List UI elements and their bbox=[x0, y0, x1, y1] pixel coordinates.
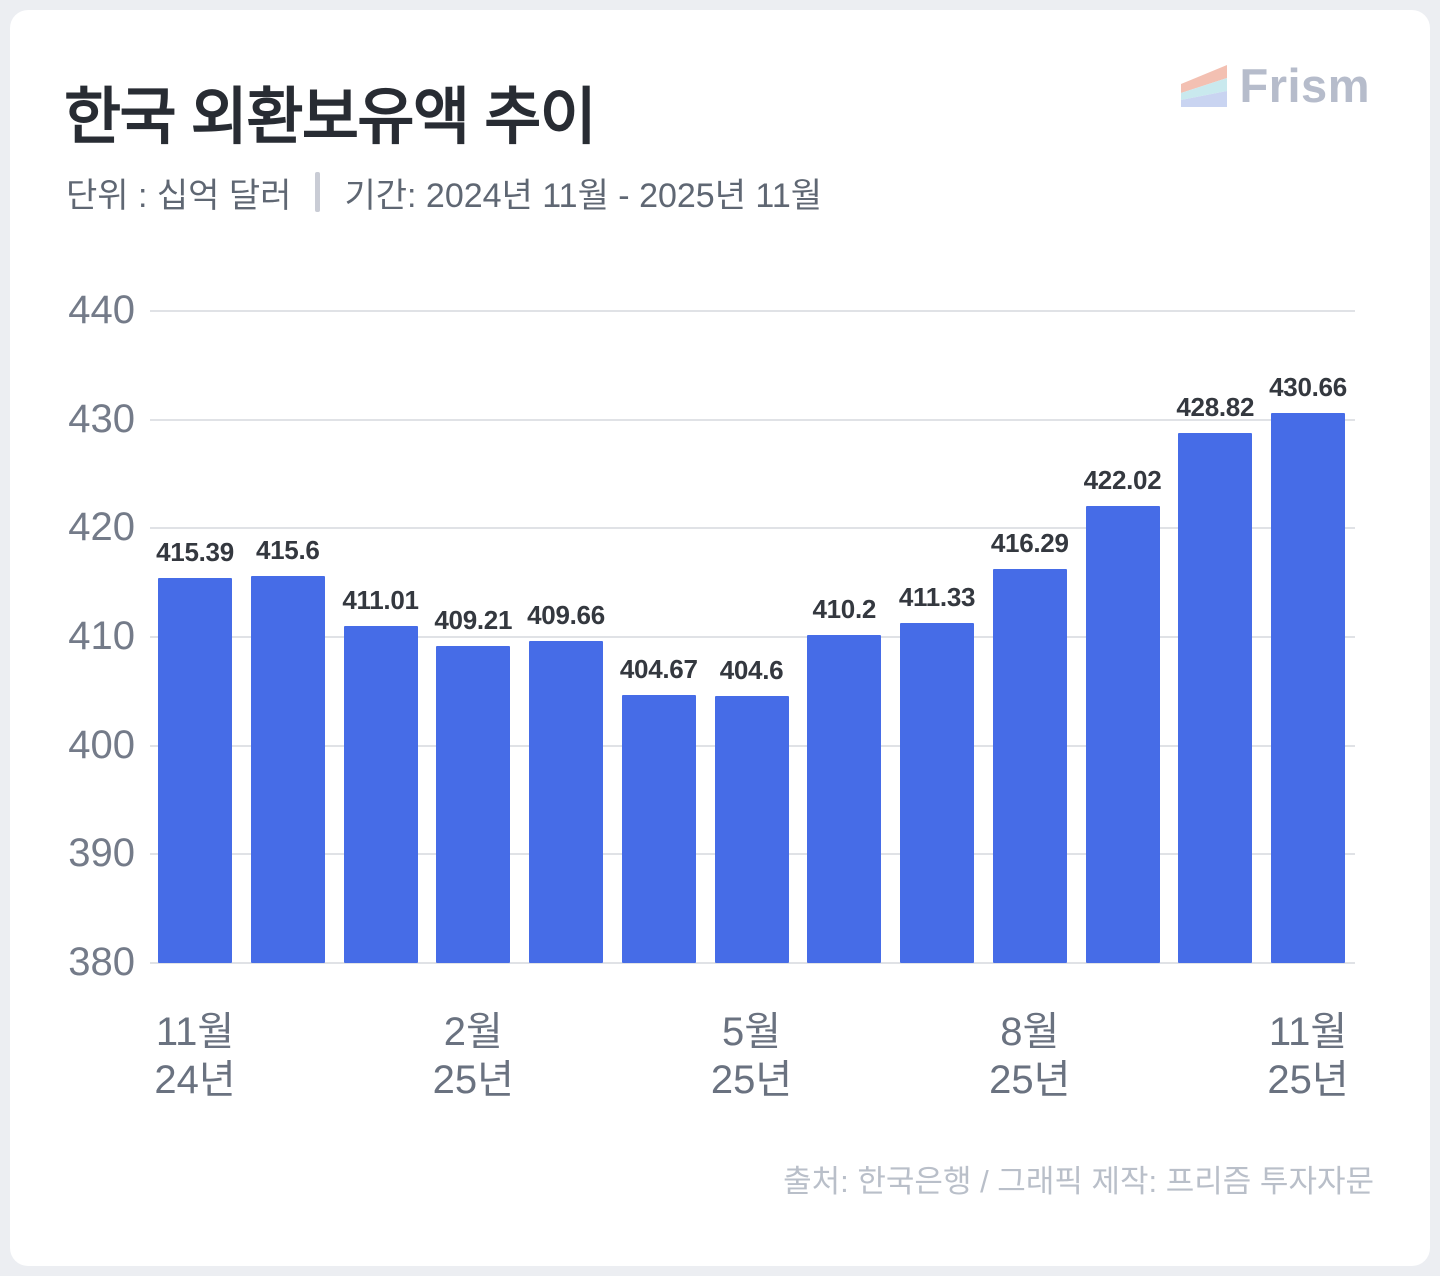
bar-value-label: 415.39 bbox=[156, 537, 234, 568]
bar bbox=[992, 568, 1067, 963]
bar-value-label: 411.33 bbox=[898, 581, 976, 612]
unit-label: 단위 : 십억 달러 bbox=[66, 176, 292, 215]
bar bbox=[158, 578, 232, 963]
x-axis-tick: 8월 25년 bbox=[989, 1008, 1070, 1104]
y-axis-label: 380 bbox=[68, 940, 135, 985]
bar bbox=[436, 645, 511, 963]
x-tick-month: 5월 bbox=[721, 1010, 782, 1054]
x-tick-month: 8월 bbox=[1000, 1010, 1060, 1054]
x-tick-year: 24년 bbox=[154, 1058, 236, 1102]
source-credit: 출처: 한국은행 / 그래픽 제작: 프리즘 투자자문 bbox=[783, 1164, 1374, 1199]
x-axis-tick: 11월 24년 bbox=[154, 1008, 235, 1104]
bar bbox=[343, 626, 418, 963]
bar bbox=[1085, 506, 1160, 963]
bar bbox=[621, 694, 696, 963]
bar-value-label: 422.02 bbox=[1083, 465, 1162, 496]
bar-value-label: 409.66 bbox=[527, 599, 605, 630]
bar-value-label: 404.67 bbox=[619, 653, 698, 684]
bar-value-label: 415.6 bbox=[255, 535, 320, 566]
y-axis-label: 430 bbox=[68, 396, 135, 441]
chart-subtitle: 단위 : 십억 달러 기간: 2024년 11월 - 2025년 11월 bbox=[66, 170, 823, 215]
subtitle-divider bbox=[315, 172, 321, 212]
x-tick-month: 2월 bbox=[443, 1010, 503, 1054]
x-axis-tick: 2월 25년 bbox=[433, 1008, 514, 1104]
y-axis-label: 400 bbox=[68, 722, 135, 767]
bar-value-label: 409.21 bbox=[434, 604, 513, 635]
bar bbox=[714, 695, 789, 963]
x-tick-year: 25년 bbox=[432, 1058, 514, 1102]
y-axis: 440 430 420 410 400 390 380 bbox=[40, 290, 135, 982]
x-axis-tick: 11월 25년 bbox=[1267, 1008, 1348, 1104]
bar bbox=[1178, 432, 1253, 963]
bar bbox=[900, 622, 974, 963]
brand-name: Frism bbox=[1239, 59, 1370, 112]
y-axis-label: 420 bbox=[68, 505, 135, 550]
x-axis: 11월 24년 2월 25년 5월 25년 8월 25년 11월 25년 bbox=[150, 1008, 1355, 1118]
brand-logo: Frism bbox=[1180, 58, 1371, 113]
x-tick-year: 25년 bbox=[989, 1058, 1071, 1102]
prism-logo-icon bbox=[1180, 64, 1227, 107]
gridline bbox=[150, 962, 1355, 964]
bar bbox=[1271, 412, 1345, 963]
bar-value-label: 416.29 bbox=[990, 527, 1069, 558]
bar-value-label: 410.2 bbox=[812, 593, 877, 624]
bar bbox=[807, 634, 882, 963]
gridline bbox=[150, 636, 1355, 638]
gridline bbox=[150, 418, 1355, 421]
y-axis-label: 410 bbox=[68, 614, 135, 659]
period-label: 기간: 2024년 11월 - 2025년 11월 bbox=[344, 176, 823, 215]
bar-value-label: 411.01 bbox=[342, 585, 419, 616]
x-tick-month: 11월 bbox=[155, 1010, 235, 1054]
x-axis-tick: 5월 25년 bbox=[711, 1008, 792, 1104]
x-tick-year: 25년 bbox=[710, 1058, 793, 1102]
chart-plot: 415.39 415.6 411.01 409.21 409.66 404.67 404.6… bbox=[150, 310, 1355, 964]
gridline bbox=[150, 310, 1355, 312]
y-axis-label: 440 bbox=[68, 288, 135, 333]
bar bbox=[529, 640, 603, 963]
gridline bbox=[150, 527, 1355, 530]
bar-value-label: 430.66 bbox=[1269, 371, 1347, 402]
x-tick-year: 25년 bbox=[1267, 1058, 1349, 1102]
x-tick-month: 11월 bbox=[1268, 1010, 1348, 1054]
bar-value-label: 404.6 bbox=[719, 654, 784, 685]
y-axis-label: 390 bbox=[68, 831, 135, 876]
bar-value-label: 428.82 bbox=[1176, 391, 1255, 422]
page-title: 한국 외환보유액 추이 bbox=[64, 83, 597, 152]
bar bbox=[250, 576, 325, 963]
